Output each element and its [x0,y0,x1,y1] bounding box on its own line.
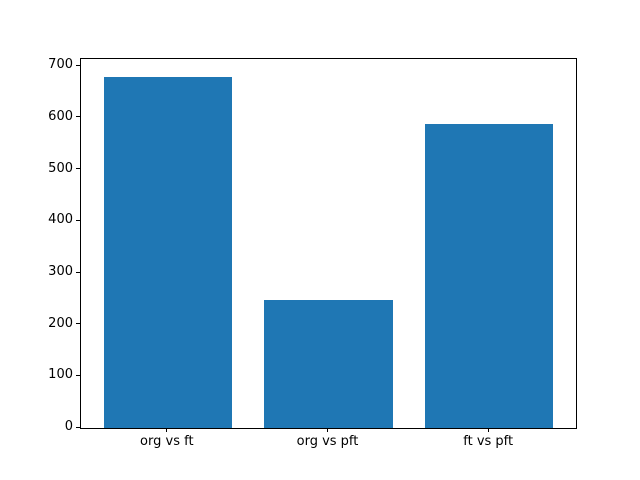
y-tick-label: 600 [48,108,73,124]
y-tick-mark [76,426,80,428]
y-tick-mark [76,374,80,376]
bar-org-vs-ft [103,76,233,428]
x-tick-mark [327,428,328,432]
y-tick-label: 700 [48,57,73,73]
y-tick-label: 400 [48,212,73,228]
bar-ft-vs-pft [424,124,554,428]
y-tick-label: 100 [48,367,73,383]
y-tick-label: 200 [48,315,73,331]
plot-area [80,58,577,429]
x-tick-label: org vs pft [296,434,359,449]
x-tick-mark [166,428,168,432]
x-tick-mark [487,428,489,432]
y-tick-label: 500 [48,160,73,176]
y-tick-mark [76,219,80,221]
y-tick-mark [76,168,80,170]
y-tick-mark [76,271,80,273]
y-tick-label: 300 [48,264,73,279]
y-tick-mark [76,116,80,118]
y-tick-mark [76,323,80,325]
bar-org-vs-pft [264,299,393,428]
x-tick-label: ft vs pft [463,434,514,449]
y-tick-mark [76,64,80,66]
y-tick-label: 0 [64,419,73,434]
x-tick-label: org vs ft [140,434,194,449]
